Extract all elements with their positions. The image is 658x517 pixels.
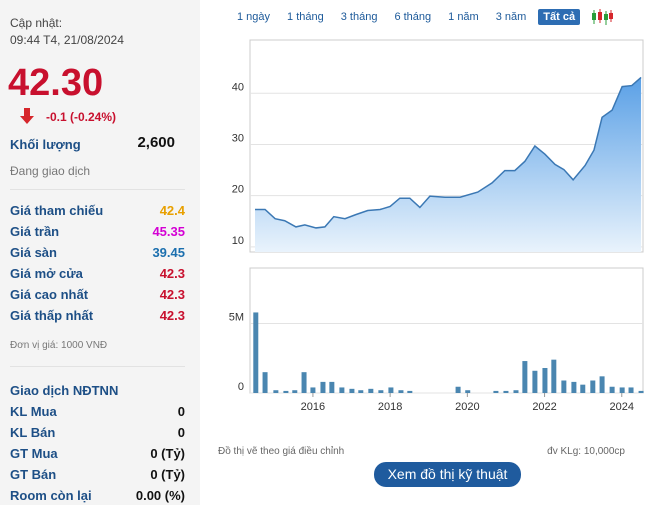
price-label: Giá cao nhất <box>10 287 89 302</box>
price-change: -0.1 (-0.24%) <box>46 110 117 124</box>
volume-bar <box>551 359 557 393</box>
volume-bar <box>522 361 528 393</box>
y-tick-label: 20 <box>232 184 244 196</box>
volume-bar <box>619 387 625 393</box>
price-value: 42.4 <box>159 203 185 218</box>
range-tab[interactable]: 6 tháng <box>394 11 432 23</box>
y-tick-label: 30 <box>232 132 244 144</box>
area-fill <box>255 77 642 252</box>
foreign-value: 0 (Tỷ) <box>150 446 185 461</box>
price-value: 42.3 <box>159 308 185 323</box>
updated-time: 09:44 T4, 21/08/2024 <box>10 33 124 47</box>
volume-bar <box>388 387 394 393</box>
volume-label: Khối lượng <box>10 137 81 152</box>
price-label: Giá mở cửa <box>10 266 83 281</box>
range-tab[interactable]: 1 tháng <box>287 11 324 23</box>
charts: 10 20 30 40 0 5M 2016 2018 2020 2022 2024 <box>229 39 644 413</box>
down-arrow <box>20 108 34 124</box>
volume-bar <box>253 312 259 393</box>
status: Đang giao dịch <box>10 164 91 178</box>
y-tick-label: 10 <box>232 235 244 247</box>
price-value: 39.45 <box>152 245 185 260</box>
volume-bar <box>493 390 499 393</box>
volume-bar <box>368 388 374 393</box>
separator <box>10 366 185 367</box>
plot-frame <box>249 267 644 394</box>
volume-bar <box>609 386 615 393</box>
x-tick-label: 2024 <box>610 401 634 413</box>
separator <box>10 189 185 190</box>
price-label: Giá trần <box>10 224 60 239</box>
volume-bar <box>513 390 519 393</box>
range-tab[interactable]: 3 năm <box>495 11 527 23</box>
volume-bar <box>407 390 413 393</box>
volume-bar <box>503 390 509 393</box>
x-tick-label: 2022 <box>532 401 556 413</box>
foreign-label: KL Mua <box>10 404 57 419</box>
volume-bar <box>339 387 345 393</box>
foreign-value: 0.00 (%) <box>135 488 185 503</box>
volume-bar <box>590 380 596 393</box>
volume-bar <box>301 372 307 393</box>
volume-bar <box>599 376 605 393</box>
volume-bar <box>329 381 335 393</box>
foreign-label: Room còn lại <box>10 488 92 503</box>
foreign-value: 0 (Tỷ) <box>150 467 185 482</box>
foreign-title: Giao dịch NĐTNN <box>10 383 119 398</box>
volume-bar <box>465 390 471 393</box>
volume-bar <box>378 390 384 393</box>
volume-bar <box>580 384 586 393</box>
y-tick-label: 0 <box>238 381 244 393</box>
volume-bar <box>320 381 326 393</box>
price-label: Giá tham chiếu <box>10 203 104 218</box>
foreign-label: GT Mua <box>10 446 58 461</box>
x-tick-label: 2020 <box>455 401 479 413</box>
range-tab[interactable]: 1 năm <box>448 11 479 23</box>
foreign-value: 0 <box>177 404 185 419</box>
range-tab[interactable]: 3 tháng <box>340 11 378 23</box>
foreign-label: GT Bán <box>10 467 57 482</box>
foreign-value: 0 <box>177 425 185 440</box>
updated-label: Cập nhật: <box>10 16 63 30</box>
volume-bar <box>638 390 644 393</box>
y-tick-label: 5M <box>229 312 244 324</box>
range-tab[interactable]: Tất cả <box>538 9 581 25</box>
technical-chart-button[interactable]: Xem đồ thị kỹ thuật <box>374 462 521 487</box>
unit-note: Đơn vị giá: 1000 VNĐ <box>10 340 108 351</box>
price-value: 45.35 <box>152 224 185 239</box>
volume-bar <box>542 368 548 393</box>
volume-bar <box>628 387 634 393</box>
volume-bar <box>571 381 577 393</box>
price-label: Giá sàn <box>10 245 57 260</box>
x-tick-label: 2016 <box>301 401 325 413</box>
price-value: 42.3 <box>159 287 185 302</box>
volume-bar <box>283 390 289 393</box>
volume-bar <box>262 372 268 393</box>
foreign-label: KL Bán <box>10 425 56 440</box>
volume-bar <box>398 390 404 393</box>
volume-bar <box>532 370 538 393</box>
volume-bar <box>358 390 364 393</box>
price: 42.30 <box>8 62 104 104</box>
volume-bar <box>310 387 316 393</box>
volume-bar <box>292 390 298 393</box>
volume: 2,600 <box>137 134 175 151</box>
price-line <box>255 76 642 229</box>
volume-bar <box>561 380 567 393</box>
footer-unit: đv KLg: 10,000cp <box>547 446 625 457</box>
quote-panel: Cập nhật: 09:44 T4, 21/08/2024 42.30 -0.… <box>0 0 200 505</box>
range-tab[interactable]: 1 ngày <box>237 11 271 23</box>
price-label: Giá thấp nhất <box>10 308 94 323</box>
candle-icon[interactable] <box>591 8 613 26</box>
footer-note: Đồ thị vẽ theo giá điều chỉnh <box>218 446 345 457</box>
x-tick-label: 2018 <box>378 401 402 413</box>
y-tick-label: 40 <box>232 81 244 93</box>
volume-bar <box>455 386 461 393</box>
volume-bar <box>349 388 355 393</box>
volume-bar <box>273 390 279 393</box>
price-value: 42.3 <box>159 266 185 281</box>
range-tabs: 1 ngày 1 tháng 3 tháng 6 tháng 1 năm 3 năm Tất… <box>232 9 587 25</box>
